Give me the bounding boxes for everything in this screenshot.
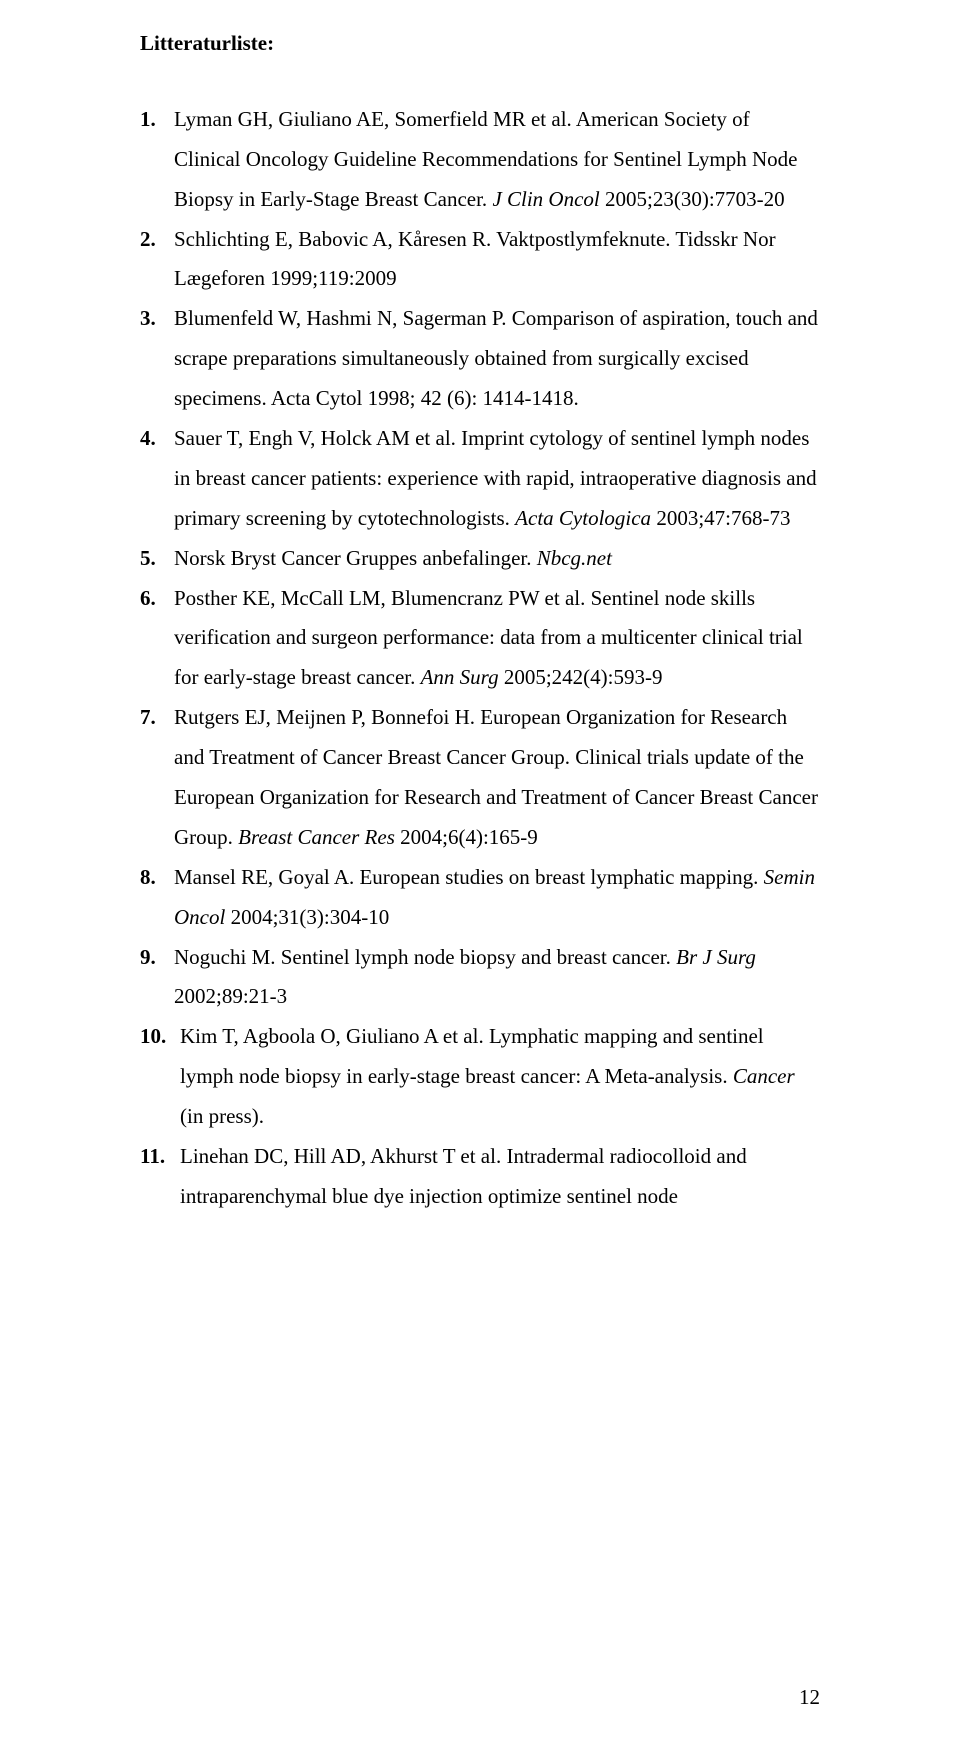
- reference-italic: Ann Surg: [421, 665, 499, 689]
- reference-number: 2.: [140, 220, 174, 260]
- reference-text: Rutgers EJ, Meijnen P, Bonnefoi H. Europ…: [174, 698, 820, 858]
- reference-text: Sauer T, Engh V, Holck AM et al. Imprint…: [174, 419, 820, 539]
- reference-plain: 2003;47:768-73: [651, 506, 790, 530]
- reference-text: Blumenfeld W, Hashmi N, Sagerman P. Comp…: [174, 299, 820, 419]
- reference-item: 8.Mansel RE, Goyal A. European studies o…: [140, 858, 820, 938]
- reference-number: 9.: [140, 938, 174, 978]
- reference-item: 10.Kim T, Agboola O, Giuliano A et al. L…: [140, 1017, 820, 1137]
- reference-plain: Blumenfeld W, Hashmi N, Sagerman P. Comp…: [174, 306, 818, 410]
- reference-item: 11.Linehan DC, Hill AD, Akhurst T et al.…: [140, 1137, 820, 1217]
- reference-number: 11.: [140, 1137, 180, 1177]
- reference-number: 3.: [140, 299, 174, 339]
- reference-list: 1.Lyman GH, Giuliano AE, Somerfield MR e…: [140, 100, 820, 1217]
- reference-text: Mansel RE, Goyal A. European studies on …: [174, 858, 820, 938]
- reference-text: Kim T, Agboola O, Giuliano A et al. Lymp…: [180, 1017, 820, 1137]
- reference-text: Posther KE, McCall LM, Blumencranz PW et…: [174, 579, 820, 699]
- reference-text: Schlichting E, Babovic A, Kåresen R. Vak…: [174, 220, 820, 300]
- reference-plain: Linehan DC, Hill AD, Akhurst T et al. In…: [180, 1144, 747, 1208]
- reference-plain: Norsk Bryst Cancer Gruppes anbefalinger.: [174, 546, 537, 570]
- reference-italic: Breast Cancer Res: [238, 825, 395, 849]
- reference-plain: 2005;23(30):7703-20: [600, 187, 785, 211]
- reference-italic: Br J Surg: [676, 945, 756, 969]
- reference-italic: Cancer: [733, 1064, 795, 1088]
- reference-italic: Acta Cytologica: [515, 506, 651, 530]
- document-page: Litteraturliste: 1.Lyman GH, Giuliano AE…: [0, 0, 960, 1750]
- reference-item: 7.Rutgers EJ, Meijnen P, Bonnefoi H. Eur…: [140, 698, 820, 858]
- page-number: 12: [799, 1678, 820, 1718]
- reference-plain: Mansel RE, Goyal A. European studies on …: [174, 865, 764, 889]
- reference-item: 5.Norsk Bryst Cancer Gruppes anbefalinge…: [140, 539, 820, 579]
- reference-number: 8.: [140, 858, 174, 898]
- reference-item: 2.Schlichting E, Babovic A, Kåresen R. V…: [140, 220, 820, 300]
- reference-number: 5.: [140, 539, 174, 579]
- reference-number: 4.: [140, 419, 174, 459]
- reference-item: 9.Noguchi M. Sentinel lymph node biopsy …: [140, 938, 820, 1018]
- reference-plain: 2005;242(4):593-9: [499, 665, 663, 689]
- reference-number: 10.: [140, 1017, 180, 1057]
- reference-text: Noguchi M. Sentinel lymph node biopsy an…: [174, 938, 820, 1018]
- reference-plain: Kim T, Agboola O, Giuliano A et al. Lymp…: [180, 1024, 764, 1088]
- reference-item: 6.Posther KE, McCall LM, Blumencranz PW …: [140, 579, 820, 699]
- reference-plain: 2002;89:21-3: [174, 984, 287, 1008]
- reference-text: Linehan DC, Hill AD, Akhurst T et al. In…: [180, 1137, 820, 1217]
- page-title: Litteraturliste:: [140, 24, 820, 64]
- reference-item: 1.Lyman GH, Giuliano AE, Somerfield MR e…: [140, 100, 820, 220]
- reference-text: Norsk Bryst Cancer Gruppes anbefalinger.…: [174, 539, 820, 579]
- reference-number: 6.: [140, 579, 174, 619]
- reference-italic: Nbcg.net: [537, 546, 612, 570]
- reference-plain: (in press).: [180, 1104, 264, 1128]
- reference-plain: 2004;31(3):304-10: [225, 905, 389, 929]
- reference-number: 7.: [140, 698, 174, 738]
- reference-item: 4.Sauer T, Engh V, Holck AM et al. Impri…: [140, 419, 820, 539]
- reference-plain: Noguchi M. Sentinel lymph node biopsy an…: [174, 945, 676, 969]
- reference-plain: Schlichting E, Babovic A, Kåresen R. Vak…: [174, 227, 776, 291]
- reference-number: 1.: [140, 100, 174, 140]
- reference-item: 3.Blumenfeld W, Hashmi N, Sagerman P. Co…: [140, 299, 820, 419]
- reference-plain: 2004;6(4):165-9: [395, 825, 538, 849]
- reference-text: Lyman GH, Giuliano AE, Somerfield MR et …: [174, 100, 820, 220]
- reference-italic: J Clin Oncol: [492, 187, 599, 211]
